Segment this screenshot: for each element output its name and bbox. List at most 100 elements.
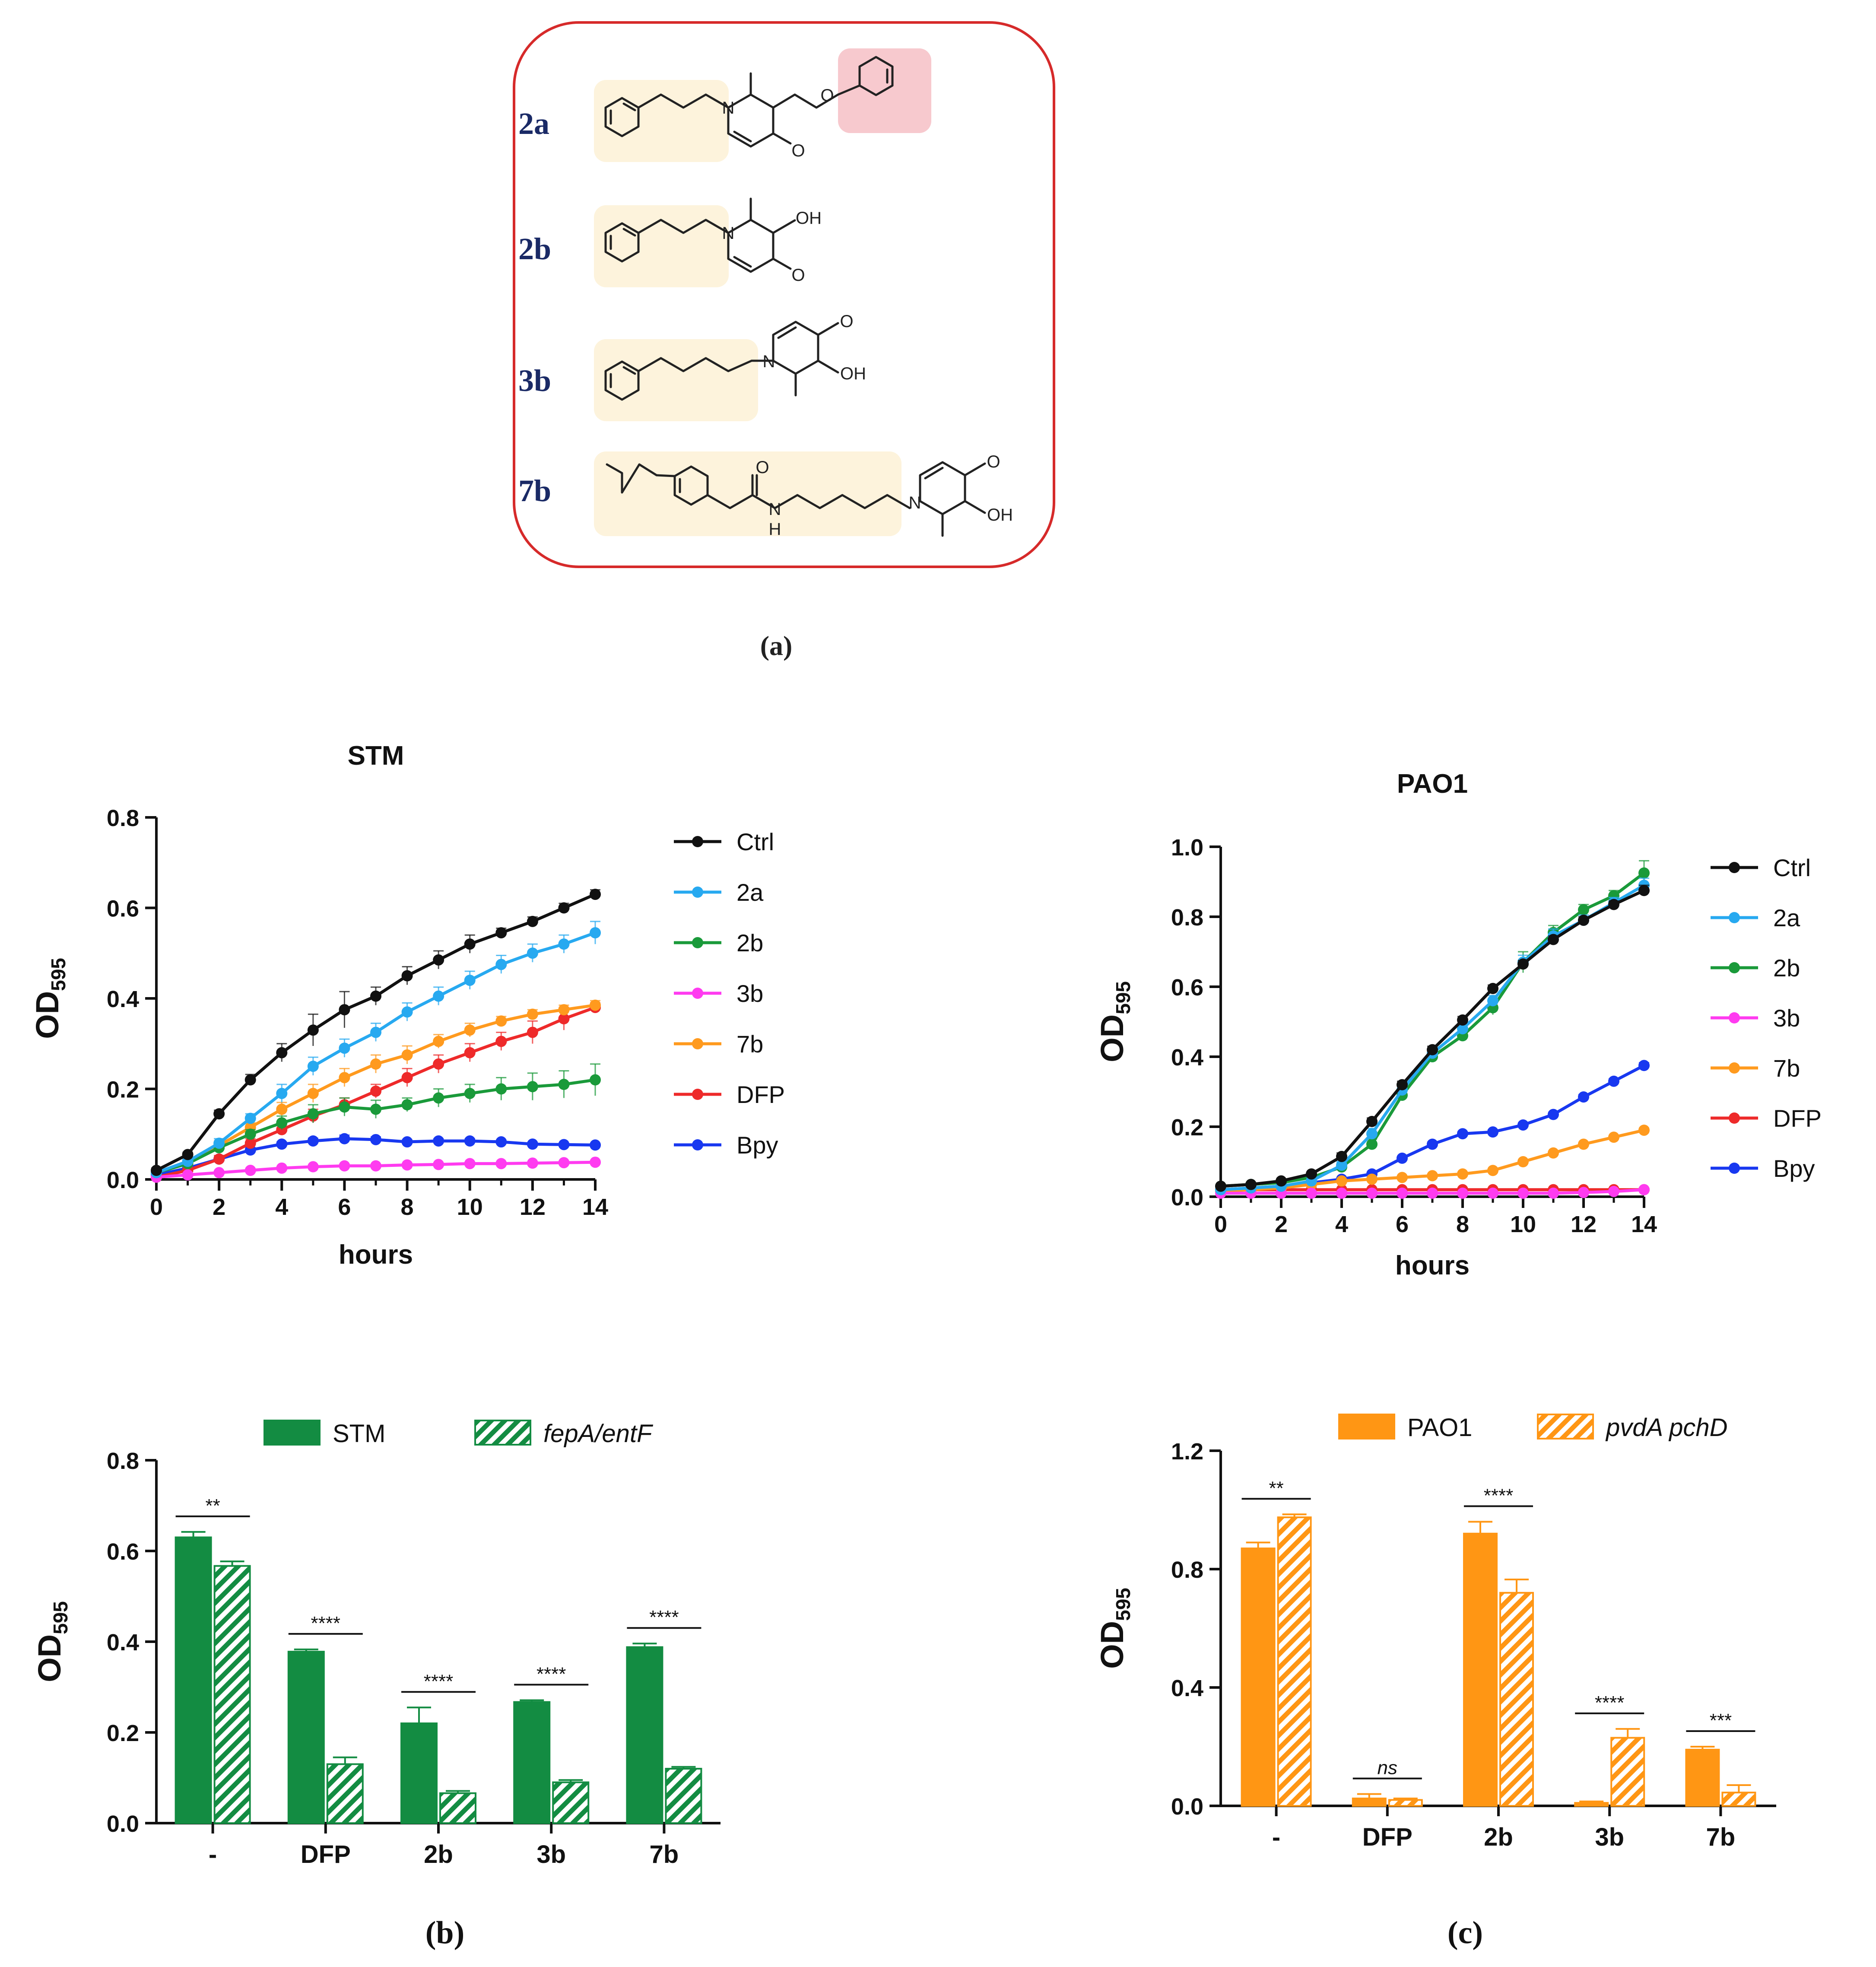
stm-series-2b-point [527,1081,538,1093]
chart-bar-pao1: 0.0 0.4 0.8 1.2 OD595 - ** DFP ns 2b **** 3b **** 7b *… [1094,1414,1776,1951]
2a-benzyl-ring [858,56,894,96]
pao1-legend-ctrl-marker [1729,862,1740,873]
barc-caption: (c) [1447,1915,1483,1951]
stm-series-bpy-point [370,1134,381,1145]
pao1-series-7b-point [1397,1172,1408,1183]
barb-bar-wildtype [175,1536,212,1824]
stm-series-ctrl-point [433,954,444,966]
stm-series-bpy-point [590,1139,601,1151]
pao1-series-ctrl-point [1245,1179,1257,1190]
stm-legend-dfp-label: DFP [736,1081,785,1108]
barb-significance-label: **** [649,1607,679,1628]
compound-2b [594,197,796,287]
barb-y-tick-label: 0.8 [107,1448,139,1474]
barc-significance-label: **** [1595,1692,1625,1713]
pao1-series-ctrl-point [1336,1150,1347,1162]
compound-2b-atom-oh: OH [796,209,822,228]
panel-a-structures: N O O 2a N OH O 2b [513,21,1055,661]
barc-significance-label: **** [1484,1485,1514,1506]
stm-series-dfp-point [527,1026,538,1038]
barc-y-axis-label: OD595 [1094,1588,1134,1669]
stm-x-tick-label: 0 [150,1194,163,1220]
pao1-y-axis-label-main: OD [1094,1014,1130,1062]
pao1-legend-3b-marker [1729,1012,1740,1023]
stm-series-2b-point [590,1074,601,1086]
stm-series-3b-point [370,1160,381,1172]
stm-series-3b-point [213,1167,225,1179]
pao1-series-2b-point [1578,904,1589,915]
compound-7b-atom-o-keto: O [755,458,769,477]
structures-frame [513,21,1055,568]
pao1-series-3b-point [1517,1187,1529,1199]
barc-y-tick-label: 0.8 [1171,1557,1203,1583]
stm-series-2a-point [370,1026,381,1038]
stm-series-bpy-point [276,1138,288,1150]
stm-y-tick-label: 0.2 [107,1077,139,1103]
stm-y-axis-label-sub: 595 [47,958,70,991]
pao1-series-ctrl-point [1397,1079,1408,1090]
pao1-legend-7b-marker [1729,1062,1740,1074]
barc-y-axis-label-sub: 595 [1112,1588,1134,1621]
pao1-legend-3b-label: 3b [1773,1004,1800,1032]
pao1-series-7b-point [1487,1165,1498,1176]
stm-series-2b-point [558,1079,570,1090]
pao1-series-bpy-point [1548,1109,1559,1120]
pao1-legend-2b-marker [1729,962,1740,973]
pao1-series-7b-point [1578,1138,1589,1150]
compound-3b-atom-o: O [840,312,853,331]
pao1-y-tick-label: 0.2 [1171,1115,1203,1141]
pao1-series-bpy-point [1608,1075,1619,1087]
pao1-title: PAO1 [1397,769,1468,799]
pao1-series-3b-point [1397,1187,1408,1199]
pao1-series-ctrl-point [1366,1115,1378,1127]
pao1-series-bpy-point [1487,1126,1498,1138]
pao1-series-ctrl-point [1306,1168,1317,1180]
panel-a-caption: (a) [760,630,793,661]
pao1-series-3b-point [1638,1184,1650,1195]
stm-series-dfp-point [244,1138,256,1149]
pao1-series-7b-point [1517,1156,1529,1167]
stm-y-axis-label-main: OD [29,991,65,1039]
barb-significance-label: **** [424,1671,454,1692]
barc-bar-mutant [1721,1792,1756,1807]
stm-series-3b-point [276,1162,288,1174]
barc-category-label: 2b [1484,1823,1513,1851]
barb-bar-mutant [665,1768,702,1824]
barb-category-label: 2b [424,1840,453,1868]
stm-series-ctrl-point [307,1024,319,1036]
stm-series-2a-point [339,1042,350,1054]
stm-series-3b-point [590,1157,601,1168]
barc-bar-mutant [1388,1799,1423,1807]
barb-legend-mutant-swatch [474,1420,531,1446]
pao1-legend-bpy-label: Bpy [1773,1155,1815,1182]
barc-significance-label: ** [1269,1478,1283,1499]
stm-series-2b-point [244,1128,256,1140]
pao1-series-ctrl-point [1427,1044,1438,1055]
stm-series-bpy-point [433,1135,444,1147]
stm-legend-bpy-marker [692,1139,703,1150]
stm-series-ctrl-point [527,915,538,927]
stm-series-dfp-point [213,1153,225,1165]
stm-series-7b-point [370,1058,381,1070]
2a-propyl-chain [637,93,730,109]
compound-2b-highlight-chain [594,205,729,287]
barb-y-tick-label: 0.6 [107,1539,139,1565]
compound-2b-atom-o: O [791,266,805,285]
compound-2a-atom-o-keto: O [791,141,805,160]
pao1-series-3b-point [1548,1187,1559,1199]
pao1-y-tick-label: 0.6 [1171,975,1203,1001]
stm-series-2a-point [433,990,444,1002]
stm-series-7b-point [527,1008,538,1020]
pao1-legend-2b-label: 2b [1773,954,1800,982]
pao1-legend-bpy-marker [1729,1163,1740,1174]
barb-category-label: 7b [650,1840,679,1868]
stm-series-bpy-point [307,1135,319,1147]
barb-significance-label: ** [205,1495,220,1516]
stm-series-2b-point [495,1083,507,1095]
barb-y-tick-label: 0.0 [107,1811,139,1837]
compound-7b-atom-n-amide: N [769,500,781,519]
barb-bar-wildtype [287,1651,325,1824]
pao1-series-2a-point [1487,995,1498,1007]
pao1-series-3b-point [1366,1187,1378,1199]
